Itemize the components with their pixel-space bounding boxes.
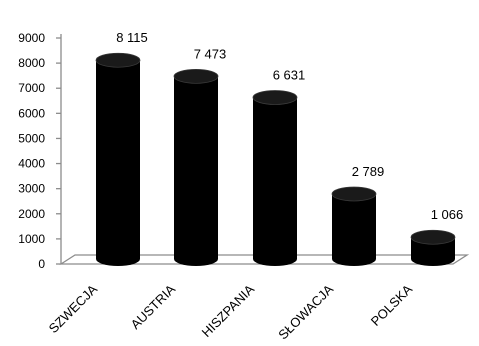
bar-top [173, 68, 219, 84]
y-tick-label: 0 [38, 257, 45, 271]
bar-body [174, 76, 218, 266]
bars [95, 52, 456, 267]
y-tick-label: 8000 [18, 56, 45, 70]
category-label: AUSTRIA [128, 281, 179, 332]
category-label: HISZPANIA [199, 281, 258, 340]
category-labels: SZWECJA AUSTRIA HISZPANIA SŁOWACJA POLSKA [46, 281, 416, 342]
category-label: POLSKA [368, 281, 416, 329]
category-label: SZWECJA [46, 281, 101, 336]
bar-body [96, 60, 140, 267]
y-tick-label: 7000 [18, 81, 45, 95]
y-tick-label: 2000 [18, 207, 45, 221]
data-label: 7 473 [194, 46, 227, 61]
bar [173, 68, 219, 266]
data-label: 2 789 [352, 164, 385, 179]
data-label: 1 066 [431, 207, 464, 222]
y-axis: 0 1000 2000 3000 4000 5000 6000 7000 8000 9000 [18, 31, 62, 271]
bar-body [411, 237, 455, 266]
y-tick-label: 5000 [18, 131, 45, 145]
y-tick-label: 3000 [18, 182, 45, 196]
data-labels: 8 115 7 473 6 631 2 789 1 066 [116, 30, 463, 222]
bar [331, 186, 377, 266]
bar [410, 229, 456, 266]
bar-top [410, 229, 456, 245]
bar-top [95, 52, 141, 68]
data-label: 8 115 [116, 30, 148, 45]
y-tick-label: 6000 [18, 106, 45, 120]
y-tick-label: 4000 [18, 157, 45, 171]
data-label: 6 631 [273, 67, 306, 82]
bar-body [253, 97, 297, 266]
y-tick-label: 9000 [18, 31, 45, 45]
bar [95, 52, 141, 267]
bar-top [331, 186, 377, 202]
category-label: SŁOWACJA [275, 281, 336, 342]
bar-body [332, 193, 376, 266]
bar [252, 90, 298, 266]
bar-top [252, 90, 298, 105]
y-tick-label: 1000 [18, 232, 45, 246]
